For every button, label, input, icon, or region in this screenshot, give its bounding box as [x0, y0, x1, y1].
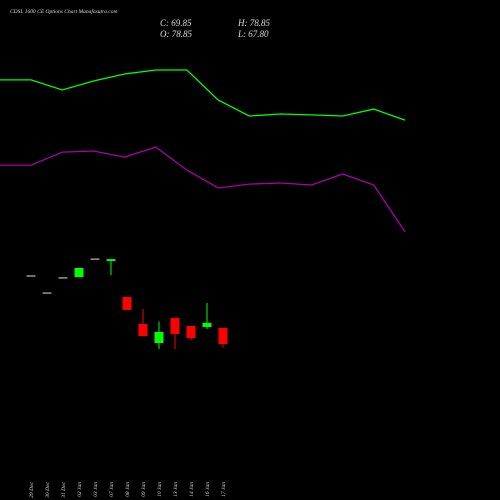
candle-body	[186, 325, 196, 339]
x-tick-label: 17 Jan	[221, 482, 227, 497]
x-tick-label: 03 Jan	[93, 482, 99, 497]
x-tick-label: 13 Jan	[173, 482, 179, 497]
x-tick-label: 29 Dec	[29, 481, 35, 497]
x-tick-label: 14 Jan	[188, 482, 195, 497]
candle-body	[218, 328, 228, 344]
candle-body	[170, 317, 180, 334]
ohlc-low: L: 67.80	[237, 29, 269, 39]
candle-body	[154, 332, 164, 344]
candle-body	[26, 275, 36, 277]
ohlc-close: C: 69.85	[160, 18, 192, 28]
x-tick-label: 08 Jan	[125, 482, 131, 497]
candle-body	[106, 259, 116, 262]
candle-body	[74, 268, 84, 278]
candle-body	[202, 322, 212, 328]
candle-body	[90, 258, 100, 260]
candle-body	[138, 324, 148, 337]
x-tick-label: 07 Jan	[109, 482, 115, 497]
x-tick-label: 10 Jan	[157, 482, 163, 497]
ohlc-open: O: 78.85	[160, 29, 192, 39]
chart-title: CDSL 1600 CE Options Chart Munafasutra.c…	[10, 8, 117, 15]
indicator-line	[0, 69, 406, 121]
indicator-line	[0, 146, 406, 233]
x-tick-label: 09 Jan	[141, 482, 147, 497]
candle-body	[58, 277, 68, 279]
ohlc-high: H: 78.85	[237, 18, 270, 28]
x-tick-label: 30 Dec	[45, 481, 51, 498]
x-tick-label: 31 Dec	[61, 481, 67, 498]
x-tick-label: 16 Jan	[205, 482, 211, 497]
x-tick-label: 02 Jan	[77, 482, 83, 497]
candle-body	[42, 292, 52, 294]
candle-body	[122, 296, 132, 310]
